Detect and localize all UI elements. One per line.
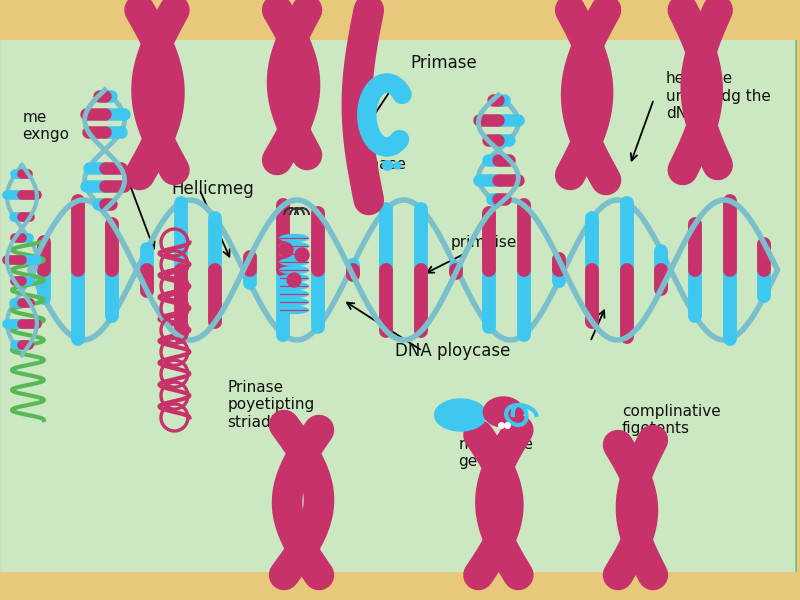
Ellipse shape xyxy=(280,307,308,313)
Ellipse shape xyxy=(280,251,308,257)
Ellipse shape xyxy=(280,235,308,241)
Circle shape xyxy=(295,248,309,262)
Ellipse shape xyxy=(280,290,308,298)
Ellipse shape xyxy=(280,275,308,281)
Text: complinative
figetents: complinative figetents xyxy=(622,404,721,436)
Text: primaise: primaise xyxy=(450,235,517,251)
Text: Primase: Primase xyxy=(410,54,478,72)
Ellipse shape xyxy=(280,266,308,274)
FancyBboxPatch shape xyxy=(0,17,798,592)
FancyBboxPatch shape xyxy=(0,572,798,600)
Text: hellicase
unwinddg the
dNA: hellicase unwinddg the dNA xyxy=(666,71,770,121)
FancyBboxPatch shape xyxy=(0,0,798,40)
Circle shape xyxy=(279,243,293,257)
Text: Prinase
poyetipting
striadie: Prinase poyetipting striadie xyxy=(227,380,314,430)
Ellipse shape xyxy=(483,397,523,427)
Ellipse shape xyxy=(280,283,308,289)
Ellipse shape xyxy=(280,259,308,265)
Text: Hellicmeg: Hellicmeg xyxy=(171,180,254,198)
Text: plimase: plimase xyxy=(347,157,407,173)
Ellipse shape xyxy=(434,399,486,431)
Ellipse shape xyxy=(280,298,308,305)
Text: me
exngo: me exngo xyxy=(22,110,70,142)
Text: rismelitse
ge: rismelitse ge xyxy=(458,437,534,469)
Ellipse shape xyxy=(280,242,308,250)
Text: DNA ploycase: DNA ploycase xyxy=(394,342,510,360)
Circle shape xyxy=(287,273,301,287)
